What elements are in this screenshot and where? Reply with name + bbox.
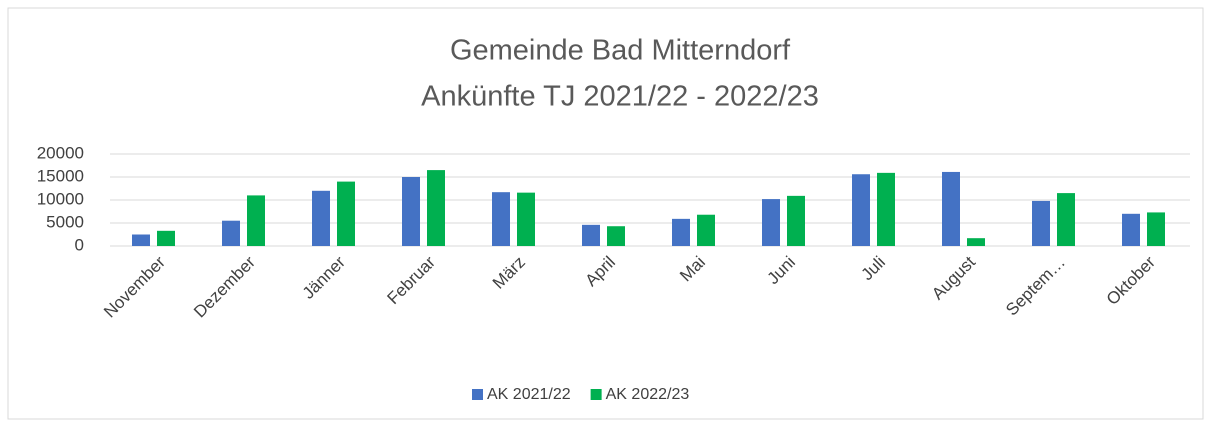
legend-label: AK 2022/23 bbox=[606, 386, 690, 403]
bar bbox=[427, 170, 445, 246]
bar bbox=[852, 174, 870, 246]
chart-subtitle: Ankünfte TJ 2021/22 - 2022/23 bbox=[421, 81, 819, 113]
bar bbox=[762, 199, 780, 246]
bar bbox=[492, 192, 510, 246]
chart-title: Gemeinde Bad Mitterndorf bbox=[450, 35, 791, 67]
bar bbox=[312, 190, 330, 246]
y-tick-label: 5000 bbox=[46, 212, 84, 231]
bar bbox=[1057, 193, 1075, 246]
bar bbox=[1122, 213, 1140, 246]
y-tick-label: 20000 bbox=[37, 143, 84, 162]
legend-label: AK 2021/22 bbox=[487, 386, 571, 403]
legend-swatch bbox=[590, 389, 602, 400]
bar bbox=[787, 195, 805, 246]
bar bbox=[1032, 200, 1050, 246]
bar bbox=[942, 171, 960, 246]
chart-frame bbox=[7, 7, 1204, 420]
bar bbox=[582, 224, 600, 246]
legend-swatch bbox=[472, 389, 483, 400]
bar bbox=[672, 218, 690, 246]
bar bbox=[967, 238, 985, 246]
bar bbox=[697, 214, 715, 246]
bar bbox=[1147, 212, 1165, 246]
y-tick-label: 0 bbox=[75, 235, 84, 254]
bar bbox=[247, 195, 265, 246]
bar bbox=[607, 226, 625, 246]
bar bbox=[222, 220, 240, 246]
y-tick-label: 15000 bbox=[37, 166, 84, 185]
y-tick-label: 10000 bbox=[37, 189, 84, 208]
bar bbox=[877, 172, 895, 246]
bar bbox=[132, 234, 150, 246]
bar bbox=[337, 181, 355, 246]
bar bbox=[157, 230, 175, 246]
bar bbox=[517, 192, 535, 246]
bar bbox=[402, 177, 420, 246]
